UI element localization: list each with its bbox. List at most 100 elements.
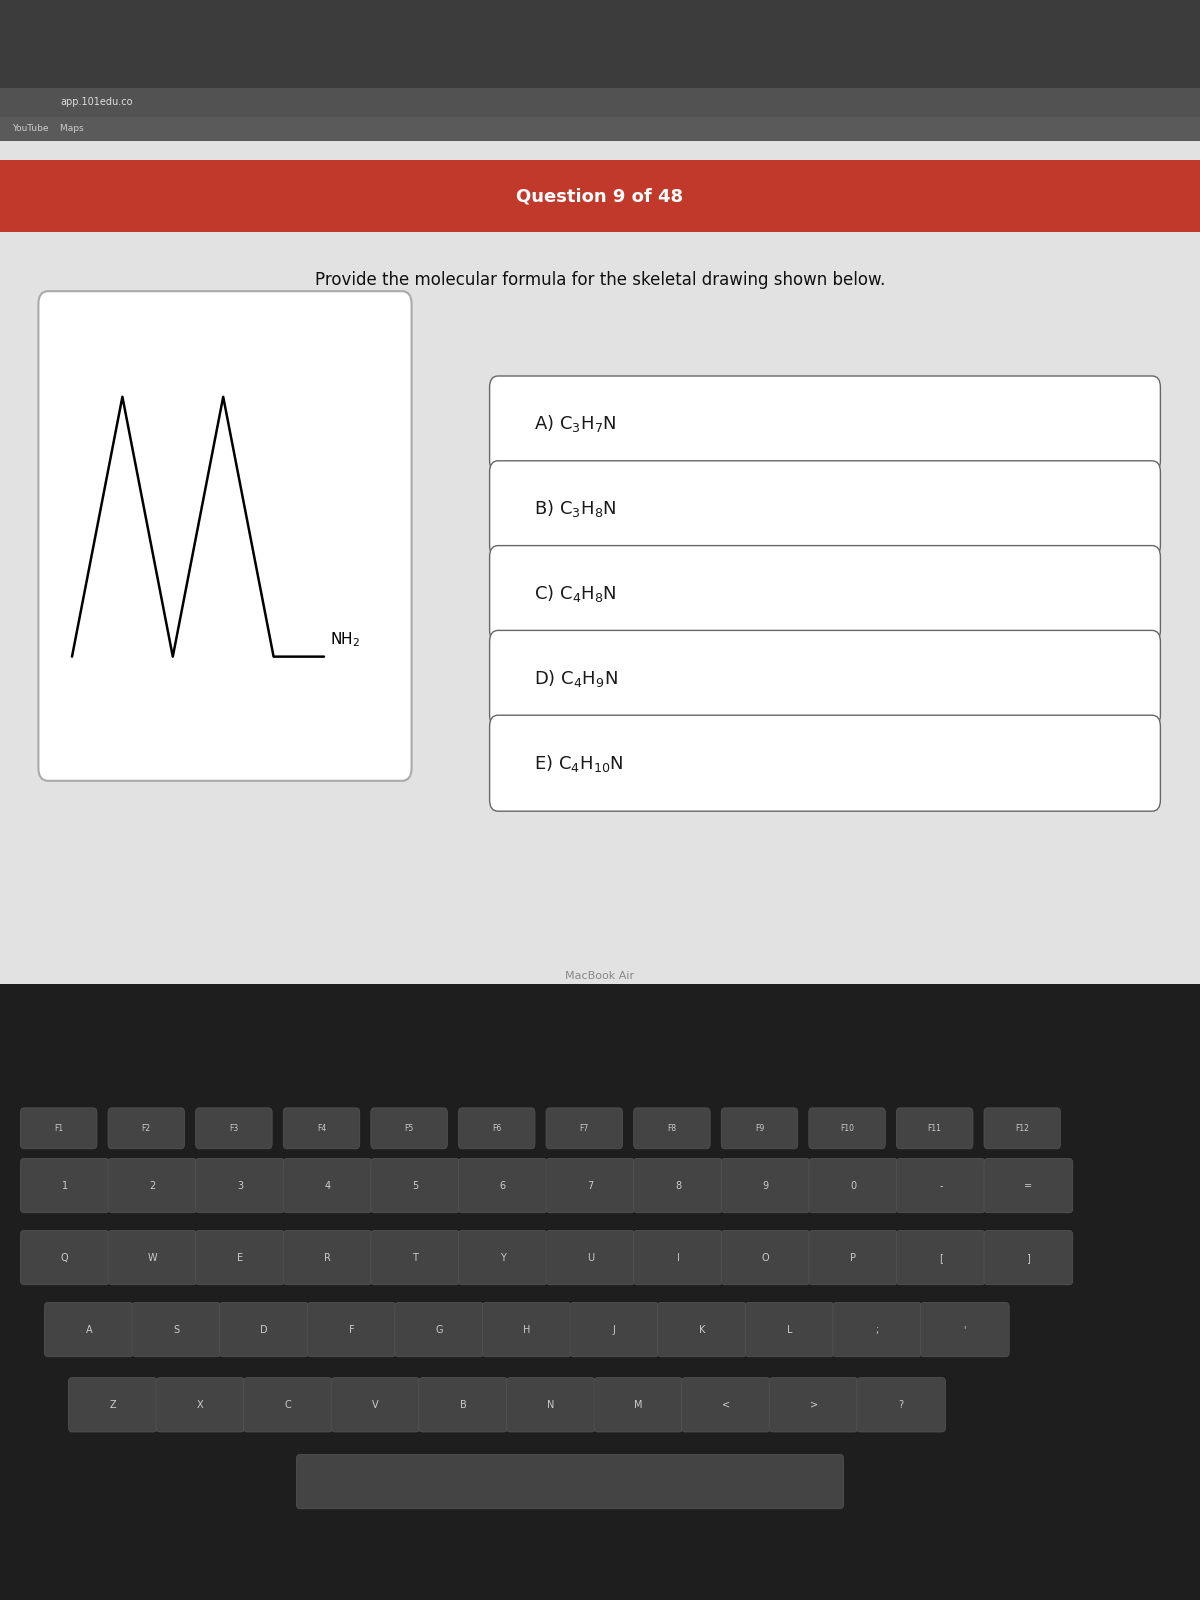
FancyBboxPatch shape — [20, 1230, 109, 1285]
FancyBboxPatch shape — [0, 984, 1200, 1600]
FancyBboxPatch shape — [984, 1107, 1061, 1149]
Text: F10: F10 — [840, 1123, 854, 1133]
Text: D) C$_{4}$H$_{9}$N: D) C$_{4}$H$_{9}$N — [534, 667, 618, 690]
Text: ;: ; — [876, 1325, 878, 1334]
FancyBboxPatch shape — [833, 1302, 922, 1357]
FancyBboxPatch shape — [331, 1378, 420, 1432]
Text: E: E — [236, 1253, 244, 1262]
Text: Question 9 of 48: Question 9 of 48 — [516, 187, 684, 205]
Text: 8: 8 — [674, 1181, 682, 1190]
Text: E) C$_{4}$H$_{10}$N: E) C$_{4}$H$_{10}$N — [534, 752, 623, 774]
Text: F5: F5 — [404, 1123, 414, 1133]
FancyBboxPatch shape — [490, 715, 1160, 811]
FancyBboxPatch shape — [658, 1302, 746, 1357]
FancyBboxPatch shape — [108, 1230, 197, 1285]
Text: Q: Q — [61, 1253, 68, 1262]
FancyBboxPatch shape — [634, 1107, 710, 1149]
FancyBboxPatch shape — [196, 1230, 284, 1285]
FancyBboxPatch shape — [220, 1302, 308, 1357]
Text: >: > — [810, 1400, 817, 1410]
FancyBboxPatch shape — [490, 461, 1160, 557]
FancyBboxPatch shape — [0, 117, 1200, 141]
Text: 1: 1 — [61, 1181, 68, 1190]
Text: F8: F8 — [667, 1123, 677, 1133]
FancyBboxPatch shape — [0, 160, 1200, 232]
FancyBboxPatch shape — [896, 1230, 985, 1285]
FancyBboxPatch shape — [196, 1158, 284, 1213]
FancyBboxPatch shape — [419, 1378, 508, 1432]
FancyBboxPatch shape — [896, 1158, 985, 1213]
Text: P: P — [851, 1253, 857, 1262]
FancyBboxPatch shape — [984, 1158, 1073, 1213]
Text: C: C — [284, 1400, 292, 1410]
Text: N: N — [547, 1400, 554, 1410]
Text: O: O — [762, 1253, 769, 1262]
FancyBboxPatch shape — [546, 1107, 623, 1149]
FancyBboxPatch shape — [458, 1158, 547, 1213]
FancyBboxPatch shape — [570, 1302, 659, 1357]
FancyBboxPatch shape — [458, 1107, 535, 1149]
FancyBboxPatch shape — [38, 291, 412, 781]
Text: A) C$_{3}$H$_{7}$N: A) C$_{3}$H$_{7}$N — [534, 413, 617, 435]
FancyBboxPatch shape — [371, 1158, 460, 1213]
FancyBboxPatch shape — [896, 1107, 973, 1149]
Text: F12: F12 — [1015, 1123, 1030, 1133]
FancyBboxPatch shape — [44, 1302, 133, 1357]
Text: J: J — [613, 1325, 616, 1334]
Text: 2: 2 — [149, 1181, 156, 1190]
Text: 5: 5 — [412, 1181, 419, 1190]
Text: B) C$_{3}$H$_{8}$N: B) C$_{3}$H$_{8}$N — [534, 498, 617, 520]
FancyBboxPatch shape — [296, 1454, 844, 1509]
Text: NH$_2$: NH$_2$ — [330, 630, 360, 648]
Text: U: U — [587, 1253, 594, 1262]
Text: F4: F4 — [317, 1123, 326, 1133]
FancyBboxPatch shape — [546, 1158, 635, 1213]
FancyBboxPatch shape — [244, 1378, 332, 1432]
FancyBboxPatch shape — [506, 1378, 595, 1432]
FancyBboxPatch shape — [594, 1378, 683, 1432]
FancyBboxPatch shape — [721, 1107, 798, 1149]
Text: F3: F3 — [229, 1123, 239, 1133]
Text: S: S — [173, 1325, 180, 1334]
Text: -: - — [940, 1181, 942, 1190]
Text: R: R — [324, 1253, 331, 1262]
Text: W: W — [148, 1253, 157, 1262]
Text: 7: 7 — [587, 1181, 594, 1190]
Text: L: L — [787, 1325, 792, 1334]
Text: H: H — [523, 1325, 530, 1334]
Text: A: A — [85, 1325, 92, 1334]
Text: ]: ] — [1026, 1253, 1031, 1262]
Text: 0: 0 — [850, 1181, 857, 1190]
FancyBboxPatch shape — [490, 630, 1160, 726]
FancyBboxPatch shape — [307, 1302, 396, 1357]
FancyBboxPatch shape — [857, 1378, 946, 1432]
Text: [: [ — [938, 1253, 943, 1262]
FancyBboxPatch shape — [371, 1107, 448, 1149]
Text: G: G — [436, 1325, 443, 1334]
Text: F9: F9 — [755, 1123, 764, 1133]
FancyBboxPatch shape — [20, 1107, 97, 1149]
Text: app.101edu.co: app.101edu.co — [60, 98, 132, 107]
Text: MacBook Air: MacBook Air — [565, 971, 635, 981]
Text: K: K — [698, 1325, 706, 1334]
Text: 6: 6 — [499, 1181, 506, 1190]
Text: <: < — [722, 1400, 730, 1410]
Text: YouTube    Maps: YouTube Maps — [12, 125, 84, 133]
Text: T: T — [413, 1253, 418, 1262]
Text: 4: 4 — [324, 1181, 331, 1190]
FancyBboxPatch shape — [809, 1230, 898, 1285]
FancyBboxPatch shape — [156, 1378, 245, 1432]
FancyBboxPatch shape — [458, 1230, 547, 1285]
FancyBboxPatch shape — [371, 1230, 460, 1285]
FancyBboxPatch shape — [490, 376, 1160, 472]
FancyBboxPatch shape — [196, 1107, 272, 1149]
FancyBboxPatch shape — [68, 1378, 157, 1432]
FancyBboxPatch shape — [682, 1378, 770, 1432]
Text: =: = — [1025, 1181, 1032, 1190]
Text: Y: Y — [500, 1253, 505, 1262]
FancyBboxPatch shape — [490, 546, 1160, 642]
Text: Z: Z — [109, 1400, 116, 1410]
FancyBboxPatch shape — [546, 1230, 635, 1285]
Text: X: X — [197, 1400, 204, 1410]
Text: V: V — [372, 1400, 379, 1410]
